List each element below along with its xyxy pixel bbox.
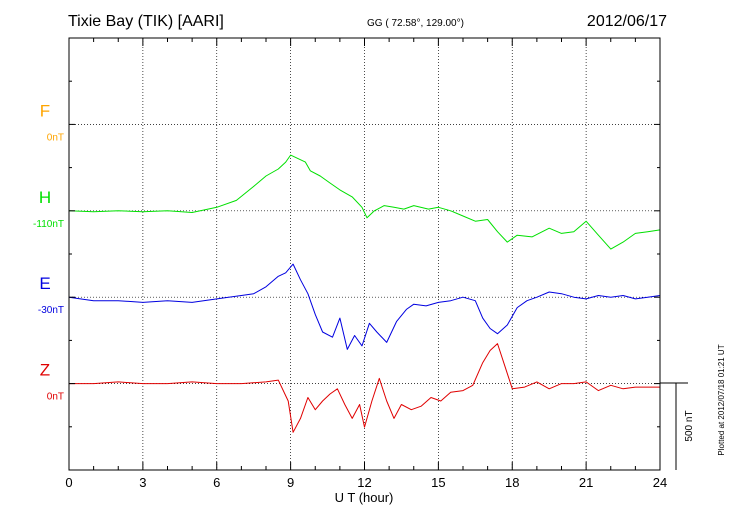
date-label: 2012/06/17 [587, 13, 667, 30]
series-labels: F 0nT H -110nT E -30nT Z 0nT [33, 101, 64, 402]
x-tick-label: 15 [431, 475, 445, 490]
x-tick-label: 18 [505, 475, 519, 490]
x-tick-label: 0 [65, 475, 72, 490]
x-tick-label: 12 [357, 475, 371, 490]
axis-ticks [68, 38, 661, 470]
series-name-h: H [39, 188, 51, 207]
x-tick-label: 3 [139, 475, 146, 490]
x-axis-label: U T (hour) [335, 490, 394, 505]
station-title: Tixie Bay (TIK) [AARI] [68, 13, 224, 30]
grid-lines [69, 38, 660, 470]
series-baseline-z: 0nT [47, 392, 64, 403]
series-lines [68, 154, 661, 433]
series-line-z [69, 343, 660, 433]
scale-bar: 500 nT [660, 382, 695, 470]
series-name-e: E [39, 274, 50, 293]
series-baseline-h: -110nT [33, 219, 64, 230]
series-name-f: F [40, 101, 50, 120]
series-baseline-f: 0nT [47, 132, 64, 143]
series-line-h [68, 154, 661, 250]
x-tick-label: 21 [579, 475, 593, 490]
series-baseline-e: -30nT [38, 305, 64, 316]
x-tick-label: 24 [653, 475, 667, 490]
x-tick-labels: 0 3 6 9 12 15 18 21 24 [65, 475, 667, 490]
x-tick-label: 9 [287, 475, 294, 490]
station-coordinates: GG ( 72.58°, 129.00°) [367, 18, 464, 29]
series-line-e [68, 263, 661, 350]
x-tick-label: 6 [213, 475, 220, 490]
plotted-timestamp: Plotted at 2012/07/18 01:21 UT [717, 344, 726, 455]
series-name-z: Z [40, 361, 50, 380]
scale-bar-label: 500 nT [684, 410, 695, 441]
